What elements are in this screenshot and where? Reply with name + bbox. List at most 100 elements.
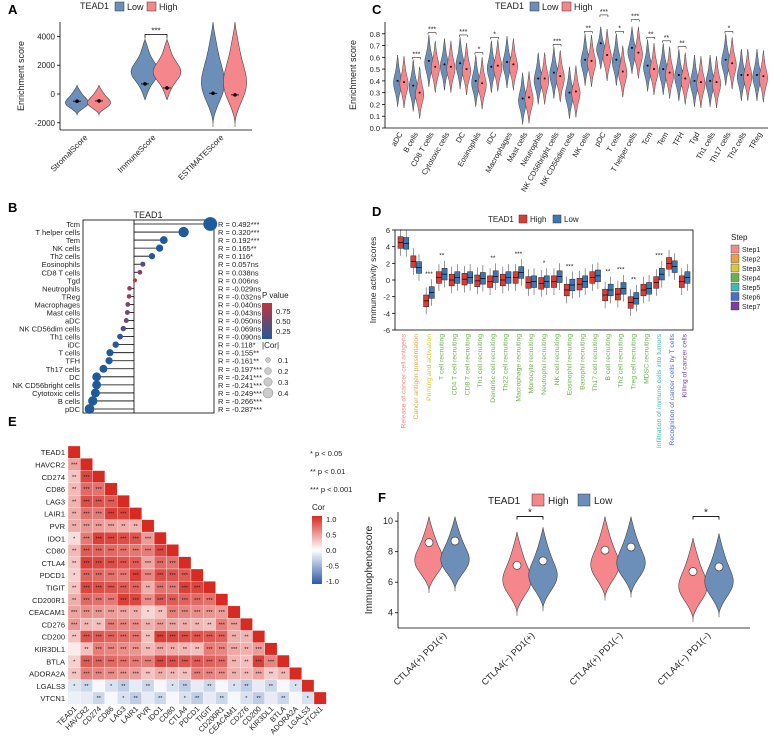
b-dot xyxy=(90,388,100,398)
b-dot xyxy=(123,318,129,324)
b-dot xyxy=(124,310,130,315)
c-median-point xyxy=(684,77,687,80)
c-sig-star: *** xyxy=(428,27,436,34)
d-sig-star: *** xyxy=(655,253,663,260)
a-legend-high: High xyxy=(159,2,178,12)
e-cell-star: *** xyxy=(206,635,213,641)
f-ytick-label: 10 xyxy=(383,516,393,526)
d-sig-star: ** xyxy=(490,255,496,262)
d-xtick-label: Release of cancer cell antigens xyxy=(400,333,407,428)
e-cell-star: *** xyxy=(108,610,115,616)
f-ylabel: Immunophenoscore xyxy=(364,525,375,614)
c-ytick-label: 0.7 xyxy=(370,42,380,51)
c-xtick-label: pDC xyxy=(592,130,608,148)
c-sig-bracket xyxy=(646,37,656,40)
c-sig-bracket xyxy=(552,44,562,47)
e-cell-star: * xyxy=(171,684,174,690)
e-cell-star: ** xyxy=(72,598,77,604)
e-cell-star: *** xyxy=(120,536,127,542)
c-median-point xyxy=(653,68,656,71)
d-xtick-label: Cancer antigen presentation xyxy=(413,334,420,420)
b-dot xyxy=(159,236,168,245)
e-cell-star: *** xyxy=(206,610,213,616)
e-row-label: TEAD1 xyxy=(41,448,65,457)
e-cell-star: *** xyxy=(231,647,238,653)
f-xtick-label: CTLA4(+) PD1(−) xyxy=(567,630,624,687)
e-cell-star: *** xyxy=(96,647,103,653)
b-dot xyxy=(106,349,114,357)
e-cell-star: *** xyxy=(219,610,226,616)
c-median-point xyxy=(559,75,562,78)
e-cell-star: ** xyxy=(158,696,163,702)
c-median-point xyxy=(396,79,399,82)
d-ytick-label: 2 xyxy=(386,259,390,268)
c-median-point xyxy=(668,71,671,74)
f-median-point xyxy=(688,567,698,576)
c-median-point xyxy=(427,59,430,62)
c-sig-star: ** xyxy=(648,31,654,38)
e-cell xyxy=(92,679,106,693)
e-cell-star: *** xyxy=(219,672,226,678)
e-cell-star: *** xyxy=(96,585,103,591)
e-cell-star: ** xyxy=(121,684,126,690)
e-cell-star: *** xyxy=(120,647,127,653)
a-violin-ImmuneScore-High xyxy=(152,38,182,101)
e-cell-star: ** xyxy=(244,684,249,690)
e-cell-star: ** xyxy=(84,684,89,690)
a-ylabel: Enrichment score xyxy=(16,41,26,111)
c-median-point xyxy=(662,68,665,71)
e-cell-star: *** xyxy=(83,610,90,616)
e-cell-star: *** xyxy=(96,536,103,542)
e-cell-star: *** xyxy=(231,622,238,628)
b-category-label: Neutrophils xyxy=(42,284,80,293)
b-size-legend-dot xyxy=(264,367,272,375)
b-pvalue-legend-title: P value xyxy=(262,291,289,300)
e-sig-legend: *** p < 0.001 xyxy=(310,485,352,494)
e-cell-star: ** xyxy=(232,635,237,641)
e-cell xyxy=(289,691,302,705)
b-dot xyxy=(126,294,132,299)
e-row-label: CD200 xyxy=(42,633,65,642)
d-sig-star: *** xyxy=(425,271,433,278)
c-median-point xyxy=(590,59,593,62)
e-cell-star: *** xyxy=(96,573,103,579)
e-cell xyxy=(104,482,118,496)
e-cell-star: *** xyxy=(219,622,226,628)
c-legend-high-swatch xyxy=(561,1,572,12)
e-row-label: VTCN1 xyxy=(40,694,65,703)
e-cell-star: ** xyxy=(84,647,89,653)
b-pvalue-tick: 0.50 xyxy=(276,317,291,326)
f-violin-Low xyxy=(528,527,558,612)
e-cell-star: *** xyxy=(83,561,90,567)
e-cell-star: *** xyxy=(108,573,115,579)
b-r-label: R = 0.492*** xyxy=(218,220,260,229)
e-cell xyxy=(80,691,93,705)
e-cell-star: *** xyxy=(206,598,213,604)
e-cell-star: *** xyxy=(169,585,176,591)
e-cell-star: ** xyxy=(146,647,151,653)
d-step-label: Step5 xyxy=(742,285,760,292)
d-xtick-label: CD4 T cell recruiting xyxy=(452,334,459,396)
b-dot xyxy=(117,333,123,340)
b-category-label: Tcm xyxy=(66,220,80,229)
b-category-label: aDC xyxy=(65,317,81,326)
e-cell-star: ** xyxy=(232,659,237,665)
e-cell-star: *** xyxy=(83,475,90,481)
b-dot xyxy=(105,357,113,365)
c-median-point xyxy=(443,63,446,66)
e-cell-star: ** xyxy=(72,635,77,641)
c-sig-star: ** xyxy=(679,41,685,48)
e-cell-star: * xyxy=(110,684,113,690)
e-cell-star: *** xyxy=(157,647,164,653)
e-row-label: CD86 xyxy=(46,485,65,494)
c-median-point xyxy=(574,90,577,93)
b-dot xyxy=(125,302,131,307)
e-row-label: TIGIT xyxy=(46,583,66,592)
c-sig-star: ** xyxy=(586,25,592,32)
e-cell-star: * xyxy=(122,696,125,702)
b-dot xyxy=(178,226,189,238)
e-cell-star: *** xyxy=(120,672,127,678)
c-median-point xyxy=(552,71,555,74)
e-cell-star: ** xyxy=(72,512,77,518)
